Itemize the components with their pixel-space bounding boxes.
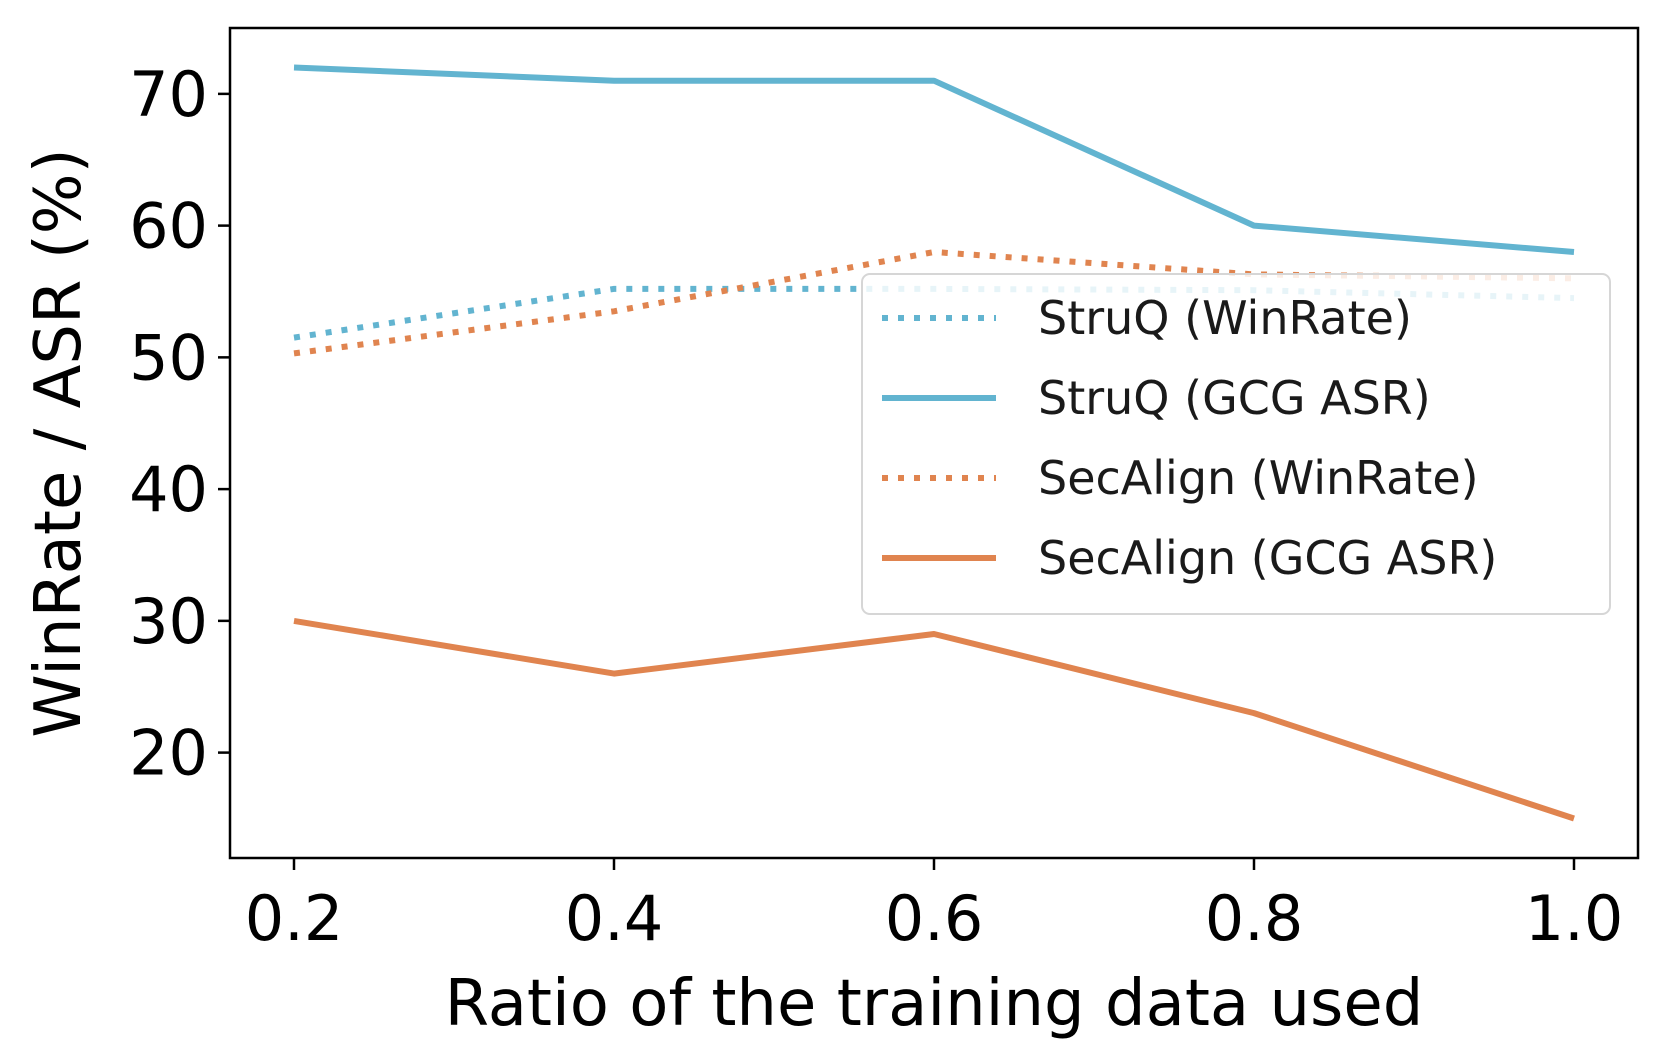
- y-tick-label: 30: [129, 585, 208, 658]
- y-tick-label: 60: [129, 190, 208, 263]
- x-tick-label: 0.4: [565, 882, 664, 955]
- x-tick-label: 0.8: [1205, 882, 1304, 955]
- y-tick-label: 70: [129, 58, 208, 131]
- y-axis-label: WinRate / ASR (%): [22, 148, 96, 737]
- tick-layer: 0.2 0.4 0.6 0.8 1.0 20 30 40 50 60 70: [129, 58, 1623, 955]
- legend-label-1: StruQ (GCG ASR): [1038, 371, 1431, 425]
- legend: StruQ (WinRate) StruQ (GCG ASR) SecAlign (…: [861, 273, 1611, 615]
- series-line-3: [293, 617, 1575, 822]
- x-axis-label: Ratio of the training data used: [445, 967, 1424, 1041]
- y-tick-label: 40: [129, 453, 208, 526]
- legend-label-2: SecAlign (WinRate): [1038, 451, 1479, 505]
- y-tick-label: 50: [129, 321, 208, 394]
- x-tick-label: 0.2: [245, 882, 344, 955]
- legend-label-3: SecAlign (GCG ASR): [1038, 531, 1497, 585]
- x-tick-label: 0.6: [885, 882, 984, 955]
- y-tick-label: 20: [129, 717, 208, 790]
- series-line-1: [293, 64, 1575, 255]
- legend-label-0: StruQ (WinRate): [1038, 291, 1412, 345]
- x-tick-label: 1.0: [1525, 882, 1624, 955]
- legend-box: [861, 273, 1611, 615]
